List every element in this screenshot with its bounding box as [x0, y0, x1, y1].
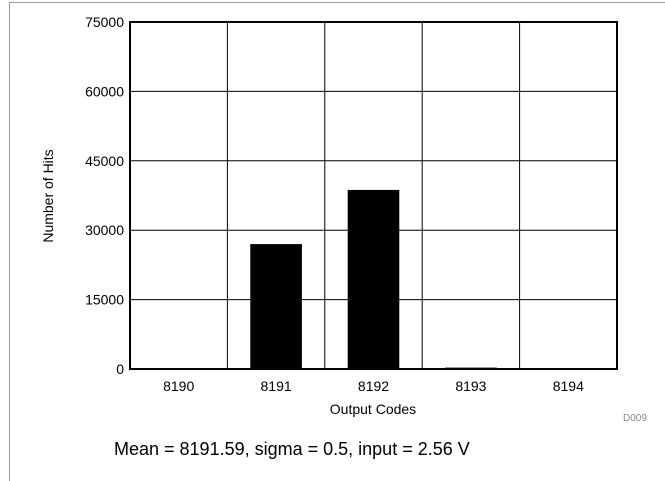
x-tick-labels: 8190 8191 8192 8193 8194	[163, 378, 584, 394]
y-tick-label: 75000	[85, 14, 124, 30]
bars	[152, 189, 595, 370]
frame-left-line	[9, 2, 10, 481]
x-axis-title: Output Codes	[330, 401, 416, 417]
plot-border	[129, 21, 618, 370]
y-axis-title: Number of Hits	[40, 149, 56, 242]
y-tick-label: 45000	[85, 153, 124, 169]
figure-id: D009	[623, 413, 647, 424]
y-tick-label: 30000	[85, 222, 124, 238]
bar-8191	[250, 244, 302, 369]
bar-8192	[347, 189, 400, 369]
x-tick-label: 8193	[455, 378, 486, 394]
frame-top-line	[9, 2, 665, 3]
x-tick-label: 8191	[261, 378, 292, 394]
y-tick-label: 0	[116, 361, 124, 377]
x-tick-label: 8192	[358, 378, 389, 394]
x-tick-label: 8190	[163, 378, 194, 394]
x-tick-label: 8194	[553, 378, 584, 394]
y-tick-labels: 0 15000 30000 45000 60000 75000	[85, 14, 124, 377]
chart-caption: Mean = 8191.59, sigma = 0.5, input = 2.5…	[114, 439, 470, 459]
y-tick-label: 60000	[85, 83, 124, 99]
y-tick-label: 15000	[85, 292, 124, 308]
